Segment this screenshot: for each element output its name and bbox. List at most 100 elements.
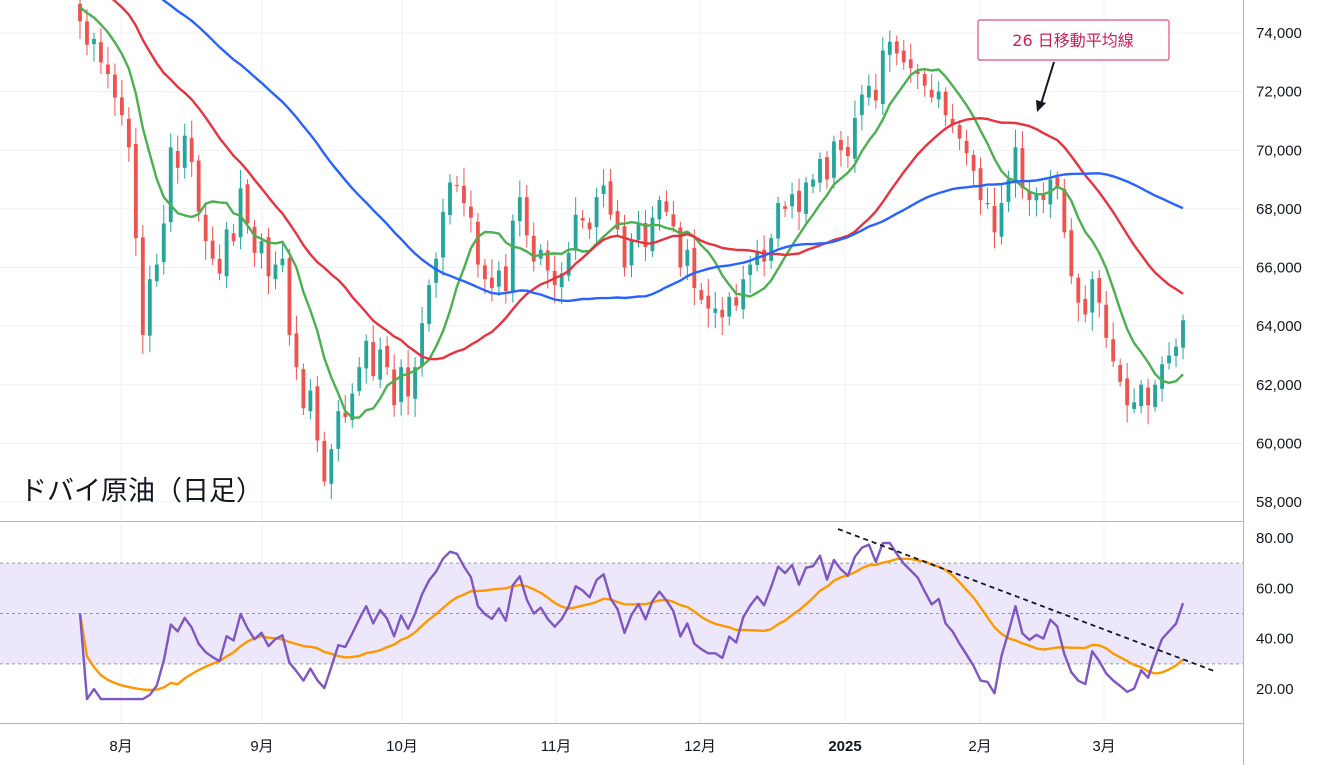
candle-body — [629, 241, 634, 266]
annotation-label: 26 日移動平均線 — [1012, 31, 1133, 50]
time-tick-label: 9月 — [250, 738, 273, 755]
candle-body — [301, 369, 306, 409]
ma52-line — [161, 0, 1184, 303]
candle-body — [266, 237, 271, 277]
candle-body — [441, 211, 445, 258]
candles — [78, 0, 1185, 500]
candle-body — [280, 258, 285, 266]
candle-body — [336, 411, 341, 449]
candle-body — [482, 265, 487, 280]
candle-body — [99, 42, 103, 63]
price-tick-label: 62,000 — [1256, 377, 1302, 394]
candle-body — [950, 118, 955, 124]
candle-body — [776, 203, 781, 239]
candle-body — [915, 71, 920, 75]
candle-body — [455, 184, 459, 187]
candle-body — [811, 179, 815, 187]
candle-body — [866, 85, 871, 98]
candle-body — [797, 190, 801, 212]
candle-body — [510, 220, 515, 293]
candle-body — [894, 41, 899, 54]
candle-body — [399, 367, 404, 402]
rsi-lines — [78, 541, 1185, 701]
candle-body — [790, 194, 794, 207]
candle-body — [839, 140, 843, 151]
candle-body — [573, 214, 578, 251]
candle-body — [517, 197, 522, 222]
candle-body — [1132, 402, 1137, 409]
candle-body — [106, 64, 110, 75]
candle-body — [1097, 278, 1102, 303]
candle-body — [908, 59, 913, 69]
candle-body — [154, 264, 159, 282]
annotation-arrow-head — [1036, 100, 1046, 112]
candle-body — [985, 203, 990, 205]
candle-body — [720, 309, 725, 318]
gridlines — [0, 0, 1243, 723]
moving-averages — [79, 0, 1184, 419]
candle-body — [469, 206, 473, 218]
candle-body — [259, 241, 264, 254]
price-pane-bg — [0, 0, 1243, 520]
candle-body — [427, 285, 431, 325]
candle-body — [1076, 277, 1081, 303]
candle-body — [622, 226, 627, 268]
candle-body — [971, 154, 976, 171]
candle-body — [671, 214, 676, 227]
candle-body — [1013, 147, 1018, 184]
candle-body — [615, 210, 620, 230]
candle-body — [1146, 387, 1151, 406]
candle-body — [685, 249, 690, 266]
candle-body — [1125, 378, 1130, 406]
candle-body — [1027, 191, 1032, 201]
annotation-arrow — [1040, 61, 1055, 105]
candle-body — [804, 182, 808, 214]
candle-body — [238, 188, 243, 238]
candle-body — [92, 38, 96, 45]
candle-body — [475, 221, 480, 265]
candle-body — [859, 94, 864, 116]
annotation-box — [977, 19, 1170, 61]
candle-body — [378, 349, 383, 380]
candle-body — [1055, 177, 1060, 189]
candle-body — [545, 250, 550, 271]
rsi-tick-label: 40.00 — [1256, 631, 1294, 648]
candle-body — [769, 238, 774, 261]
ma26-line — [111, 0, 1184, 361]
candle-body — [1181, 320, 1185, 348]
candle-body — [273, 264, 278, 280]
candle-body — [748, 264, 753, 275]
candle-body — [119, 97, 124, 116]
candle-body — [420, 323, 424, 367]
rsi-tick-label: 20.00 — [1256, 681, 1294, 698]
candle-body — [887, 41, 892, 55]
candle-body — [357, 367, 362, 392]
candle-body — [448, 182, 452, 216]
candle-body — [936, 91, 941, 100]
candle-body — [657, 200, 662, 220]
price-tick-label: 60,000 — [1256, 435, 1302, 452]
chart-title: ドバイ原油（日足） — [20, 476, 263, 507]
candle-body — [140, 237, 145, 335]
candle-body — [922, 74, 927, 86]
candle-body — [1006, 179, 1011, 202]
candle-body — [1041, 194, 1046, 201]
candle-body — [524, 197, 529, 236]
candle-body — [350, 393, 355, 421]
candle-body — [182, 135, 187, 168]
candle-body — [531, 235, 536, 262]
candle-body — [1118, 365, 1123, 382]
price-tick-label: 72,000 — [1256, 84, 1302, 101]
candle-body — [413, 367, 418, 399]
candle-body — [1062, 188, 1067, 233]
candle-body — [503, 266, 508, 291]
rsi-trendline — [837, 528, 1215, 672]
time-tick-label: 2月 — [968, 738, 991, 755]
candle-body — [392, 369, 397, 406]
ma9-line — [79, 6, 1184, 419]
candle-body — [245, 184, 250, 224]
candle-body — [489, 277, 494, 289]
candle-body — [587, 222, 592, 230]
time-tick-label: 12月 — [684, 738, 716, 755]
